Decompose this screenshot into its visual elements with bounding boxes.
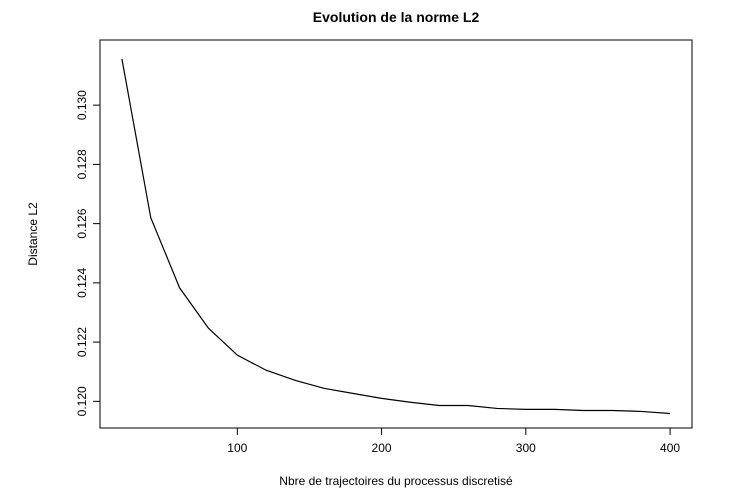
- y-axis-label: Distance L2: [26, 202, 40, 266]
- chart-title: Evolution de la norme L2: [313, 9, 480, 25]
- line: [121, 58, 671, 415]
- x-tick-label: 100: [227, 441, 247, 455]
- x-axis-label: Nbre de trajectoires du processus discre…: [279, 474, 513, 488]
- y-tick-label: 0.124: [75, 268, 89, 298]
- x-tick-label: 400: [660, 441, 680, 455]
- x-tick-label: 300: [516, 441, 536, 455]
- y-tick-label: 0.126: [75, 208, 89, 238]
- y-tick-label: 0.122: [75, 327, 89, 357]
- y-tick-label: 0.120: [75, 386, 89, 416]
- y-tick-label: 0.130: [75, 90, 89, 120]
- y-tick-label: 0.128: [75, 149, 89, 179]
- x-tick-label: 200: [372, 441, 392, 455]
- plot-frame: [99, 39, 693, 429]
